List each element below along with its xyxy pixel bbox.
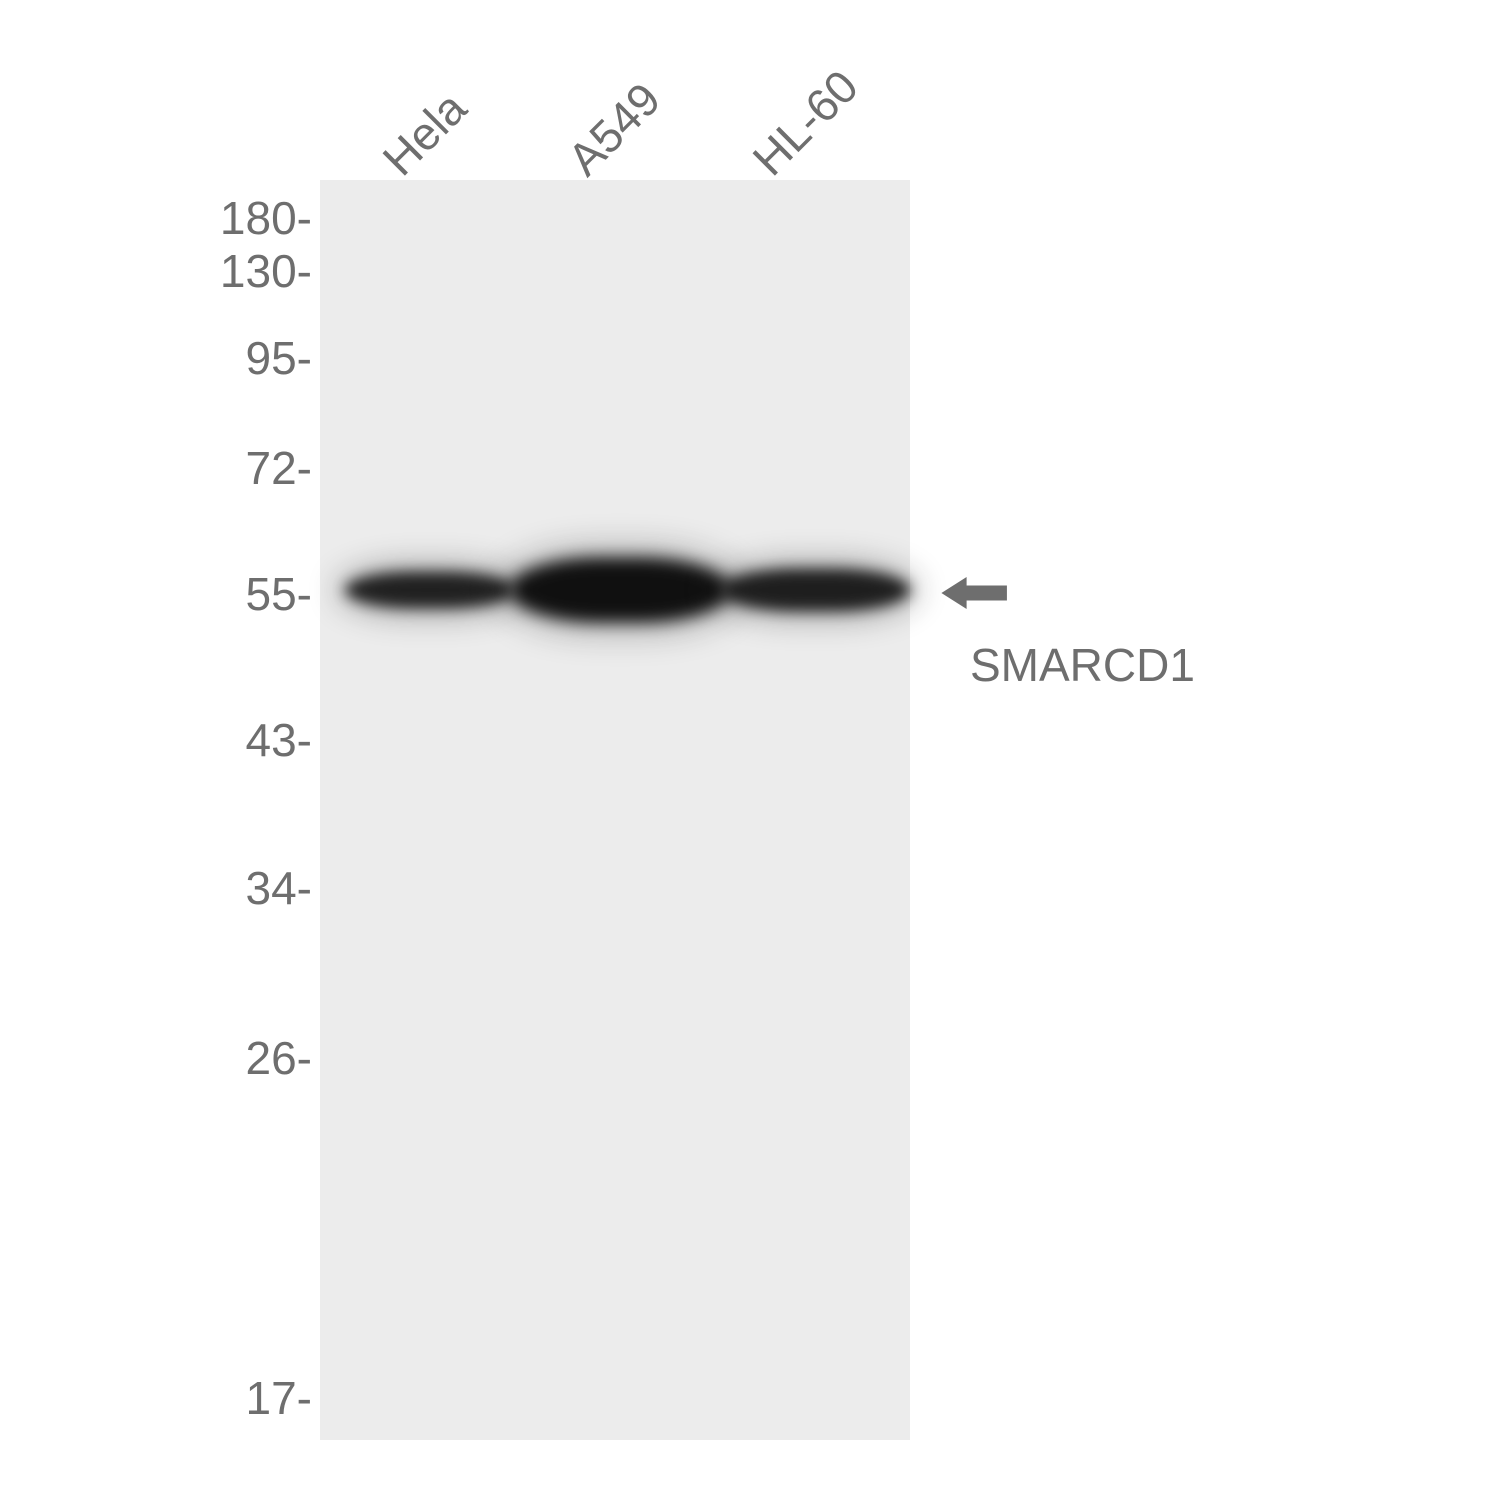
figure-canvas: { "figure": { "type": "western-blot", "c… (0, 0, 1500, 1500)
lane-label-hl-60: HL-60 (742, 59, 869, 186)
band-halo-lane-3 (712, 561, 918, 619)
marker-34: 34- (246, 861, 312, 915)
marker-180: 180- (220, 191, 312, 245)
marker-72: 72- (246, 441, 312, 495)
marker-26: 26- (246, 1031, 312, 1085)
marker-17: 17- (246, 1371, 312, 1425)
marker-95: 95- (246, 331, 312, 385)
target-label: SMARCD1 (970, 638, 1195, 692)
arrow-head-icon (941, 577, 1007, 609)
marker-130: 130- (220, 244, 312, 298)
blot-membrane (320, 180, 910, 1440)
lane-label-a549: A549 (557, 72, 671, 186)
target-label-text: SMARCD1 (970, 639, 1195, 691)
band-halo-lane-2 (502, 550, 738, 630)
marker-43: 43- (246, 713, 312, 767)
band-halo-lane-1 (337, 564, 523, 616)
lane-label-hela: Hela (372, 81, 477, 186)
marker-55: 55- (246, 567, 312, 621)
target-arrow (940, 572, 1010, 619)
